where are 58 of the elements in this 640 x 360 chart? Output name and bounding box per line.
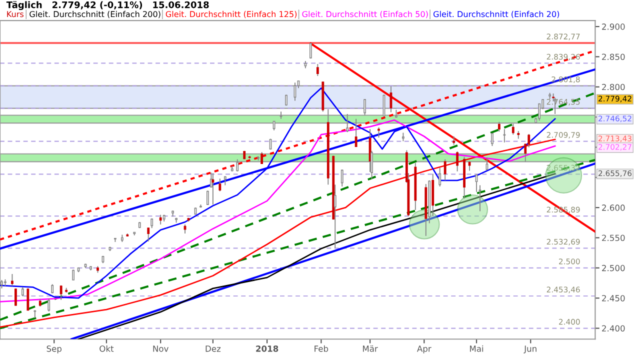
x-tick-label: Apr <box>417 346 432 354</box>
candlestick <box>218 178 222 192</box>
candlestick <box>224 176 226 186</box>
candlestick <box>48 298 50 312</box>
candlestick <box>260 152 264 164</box>
y-tick-label: 2.800 <box>602 84 625 90</box>
candlestick <box>486 157 488 171</box>
candlestick <box>456 150 459 172</box>
y-tick-label: 2.600 <box>602 204 625 211</box>
candlestick <box>478 184 482 212</box>
candlestick <box>72 269 75 280</box>
candlestick <box>346 114 349 133</box>
x-tick-label: Jun <box>524 346 536 354</box>
candlestick <box>364 98 366 116</box>
candlestick <box>212 172 214 206</box>
x-tick-label: 2018 <box>256 346 278 352</box>
candlestick <box>503 128 506 143</box>
text: Kurs <box>7 11 24 18</box>
candlestick <box>334 184 336 248</box>
text: Gleit. Durchschnitt (Einfach 20) <box>433 10 560 18</box>
candlestick <box>21 286 24 297</box>
candlestick <box>316 63 319 77</box>
x-tick-label: Sep <box>46 346 62 354</box>
candlestick <box>512 123 514 136</box>
candlestick <box>354 118 358 148</box>
x-tick-label: Okt <box>100 345 114 352</box>
candlestick <box>438 167 442 187</box>
candlestick <box>444 158 446 181</box>
y-tick-label: 2.450 <box>602 295 625 302</box>
candlestick <box>236 158 239 172</box>
text: Gleit. Durchschnitt (Einfach 50) <box>302 10 428 18</box>
chart-title: Täglich 2.779,42 (-0,11%) 15.06.2018 <box>6 1 209 10</box>
candlestick <box>340 169 344 187</box>
candlestick <box>538 103 541 122</box>
x-tick-label: Nov <box>153 346 168 352</box>
candlestick <box>26 288 30 311</box>
y-tick-label: 2.900 <box>602 24 625 30</box>
candlestick <box>159 214 162 225</box>
x-tick-label: Feb <box>314 345 328 352</box>
y-tick-label: 2.550 <box>602 234 625 242</box>
candlestick <box>498 121 500 132</box>
candlestick <box>491 132 494 147</box>
candlestick <box>147 227 150 242</box>
y-tick-label: 2.850 <box>602 54 625 60</box>
x-tick-label: Dez <box>206 346 221 352</box>
candlestick <box>60 284 62 300</box>
candlestick <box>468 160 471 172</box>
y-tick-label: 2.500 <box>602 264 625 272</box>
x-tick-label: Mai <box>470 345 484 352</box>
text: Gleit. Durchschnitt (Einfach 125) <box>166 10 297 18</box>
text: Gleit. Durchschnitt (Einfach 200) <box>30 10 160 18</box>
x-tick-label: Mär <box>362 345 378 352</box>
candlestick <box>11 273 14 287</box>
candlestick <box>378 126 380 138</box>
y-tick-label: 2.400 <box>602 325 625 332</box>
candlestick <box>206 190 209 206</box>
candlestick <box>14 288 17 306</box>
candlestick <box>51 284 54 294</box>
